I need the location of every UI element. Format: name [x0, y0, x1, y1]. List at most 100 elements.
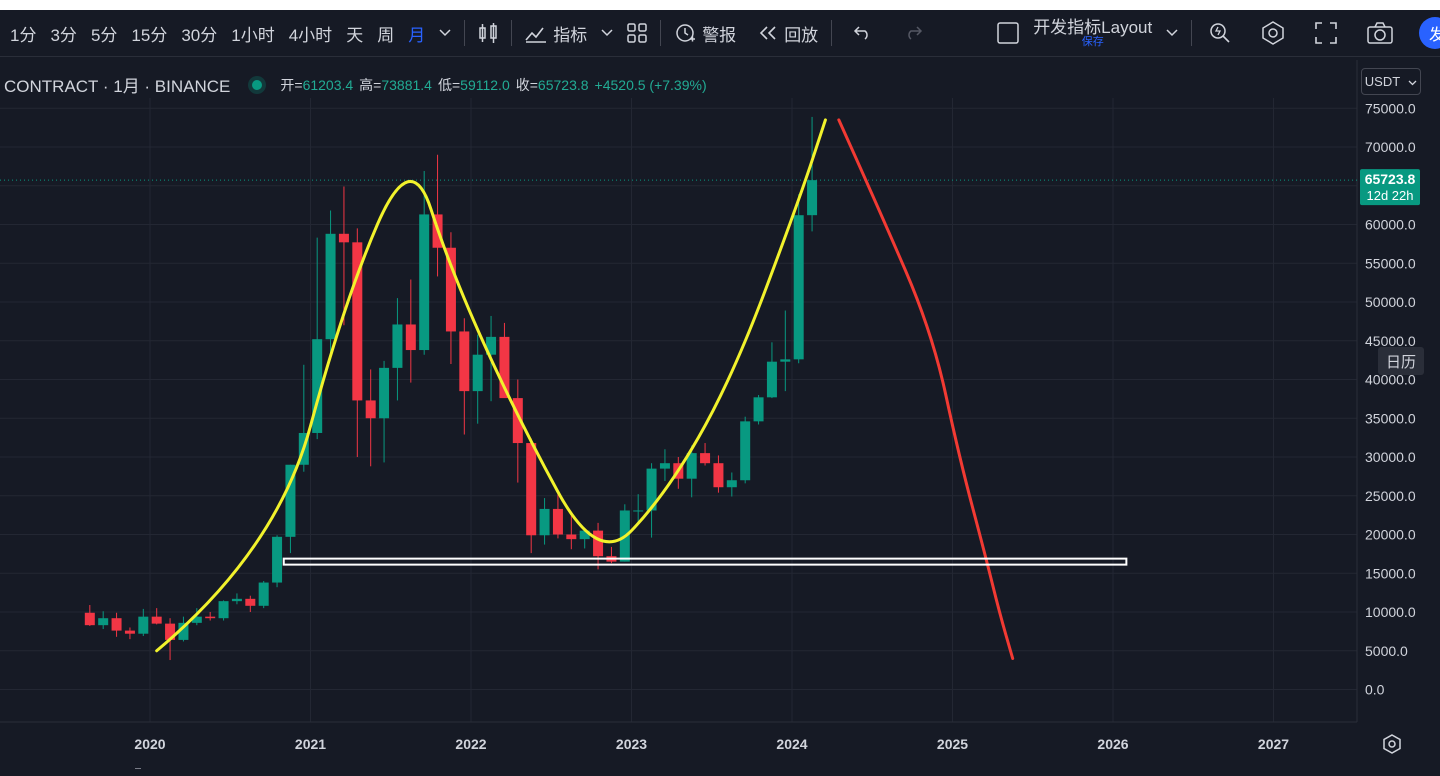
templates-icon[interactable]	[620, 23, 654, 43]
calendar-button[interactable]: 日历	[1378, 347, 1424, 375]
undo-icon[interactable]	[846, 26, 880, 40]
candle-body	[338, 233, 349, 243]
interval-3m[interactable]: 3分	[50, 25, 77, 45]
interval-4h[interactable]: 4小时	[288, 25, 333, 45]
top-toolbar: 1分 3分 5分 15分 30分 1小时 4小时 天 周 月 指标 警报 回放 …	[0, 10, 1440, 57]
price-tick-label: 60000.0	[1365, 217, 1416, 233]
bottom-toolbar-fragment	[135, 768, 141, 769]
candle-body	[98, 618, 109, 626]
candle-body	[646, 468, 657, 511]
candle-body	[686, 453, 697, 479]
currency-chevron-down-icon	[1408, 74, 1417, 89]
low-label: 低=	[437, 76, 461, 93]
interval-month[interactable]: 月	[408, 25, 426, 45]
quick-search-icon[interactable]	[1202, 22, 1238, 44]
candle-body	[700, 453, 711, 464]
candle-body	[124, 630, 135, 634]
candle-body	[165, 623, 176, 640]
candle-body	[379, 367, 390, 419]
candle-body	[526, 443, 537, 536]
layout-name-button[interactable]: 开发指标Layout 保存	[1026, 19, 1159, 48]
candle-body	[151, 616, 162, 624]
interval-week[interactable]: 周	[377, 25, 395, 45]
layout-square-icon[interactable]	[990, 22, 1026, 44]
candle-body	[445, 247, 456, 332]
layout-save-label: 保存	[1081, 35, 1104, 48]
support-level-box	[282, 557, 1128, 566]
interval-day[interactable]: 天	[346, 25, 364, 45]
countdown-label: 12d 22h	[1367, 188, 1414, 203]
low-value: 59112.0	[460, 76, 510, 93]
price-tick-label: 10000.0	[1365, 604, 1416, 620]
candle-body	[459, 331, 470, 392]
open-label: 开=	[280, 76, 303, 93]
toolbar-divider	[1191, 20, 1193, 46]
time-tick-label: 2024	[776, 736, 807, 752]
price-tick-label: 20000.0	[1365, 527, 1416, 543]
candle-body	[472, 354, 483, 392]
price-tick-label: 5000.0	[1365, 643, 1408, 659]
axis-settings-gear-icon[interactable]	[1381, 733, 1403, 760]
layout-chevron-down-icon[interactable]	[1159, 29, 1185, 37]
open-value: 61203.4	[302, 76, 354, 93]
symbol-title[interactable]: CONTRACT · 1月 · BINANCE	[4, 77, 231, 96]
toolbar-divider	[511, 20, 513, 46]
candle-body	[178, 622, 189, 640]
candle-body	[659, 463, 670, 469]
candle-body	[780, 359, 791, 362]
currency-label: USDT	[1364, 74, 1401, 89]
time-tick-label: 2023	[616, 736, 647, 752]
chevron-down-icon[interactable]	[432, 29, 458, 37]
indicators-icon	[525, 23, 547, 43]
snapshot-icon[interactable]	[1360, 22, 1400, 44]
candle-body	[138, 616, 149, 634]
candle-body	[539, 508, 550, 536]
market-status-dot	[252, 79, 263, 90]
candle-body	[312, 339, 323, 433]
candle-body	[285, 464, 296, 537]
currency-selector[interactable]: USDT	[1361, 68, 1421, 95]
price-tick-label: 55000.0	[1365, 255, 1416, 271]
candle-body	[218, 601, 229, 619]
high-label: 高=	[359, 76, 382, 93]
interval-15m[interactable]: 15分	[131, 25, 168, 45]
interval-1h[interactable]: 1小时	[231, 25, 275, 45]
indicators-chevron-down-icon[interactable]	[594, 29, 620, 37]
time-tick-label: 2026	[1097, 736, 1128, 752]
interval-30m[interactable]: 30分	[181, 25, 218, 45]
interval-1m[interactable]: 1分	[10, 25, 37, 45]
top-strip	[0, 0, 1440, 10]
candle-body	[753, 397, 764, 422]
settings-icon[interactable]	[1254, 21, 1292, 45]
time-tick-label: 2020	[134, 736, 165, 752]
time-tick-label: 2025	[937, 736, 968, 752]
replay-button[interactable]: 回放	[751, 21, 825, 46]
indicators-button[interactable]: 指标	[518, 21, 594, 46]
replay-icon	[758, 25, 778, 41]
interval-5m[interactable]: 5分	[90, 25, 118, 45]
candle-body	[740, 421, 751, 481]
price-tick-label: 15000.0	[1365, 565, 1416, 581]
close-value: 65723.8	[537, 76, 589, 93]
candle-body	[566, 534, 577, 540]
last-price-label: 65723.8	[1365, 171, 1416, 187]
candle-body	[272, 536, 283, 583]
alert-button[interactable]: 警报	[667, 21, 743, 46]
candle-body	[593, 530, 604, 557]
price-tick-label: 75000.0	[1365, 100, 1416, 116]
candle-body	[392, 324, 403, 368]
high-value: 73881.4	[381, 76, 432, 93]
candle-body	[191, 616, 202, 623]
symbol-legend: CONTRACT · 1月 · BINANCE 开= 61203.4 高= 7388…	[4, 72, 707, 97]
indicators-label: 指标	[553, 25, 588, 45]
candle-body	[713, 463, 724, 488]
price-tick-label: 45000.0	[1365, 333, 1416, 349]
fullscreen-icon[interactable]	[1308, 22, 1344, 44]
redo-icon[interactable]	[896, 26, 930, 40]
last-price-tag	[1360, 169, 1420, 206]
toolbar-divider	[831, 20, 833, 46]
candles-icon[interactable]	[471, 22, 505, 44]
layout-name-wrap: 开发指标Layout 保存	[1033, 19, 1152, 48]
publish-button[interactable]: 发	[1419, 17, 1440, 49]
